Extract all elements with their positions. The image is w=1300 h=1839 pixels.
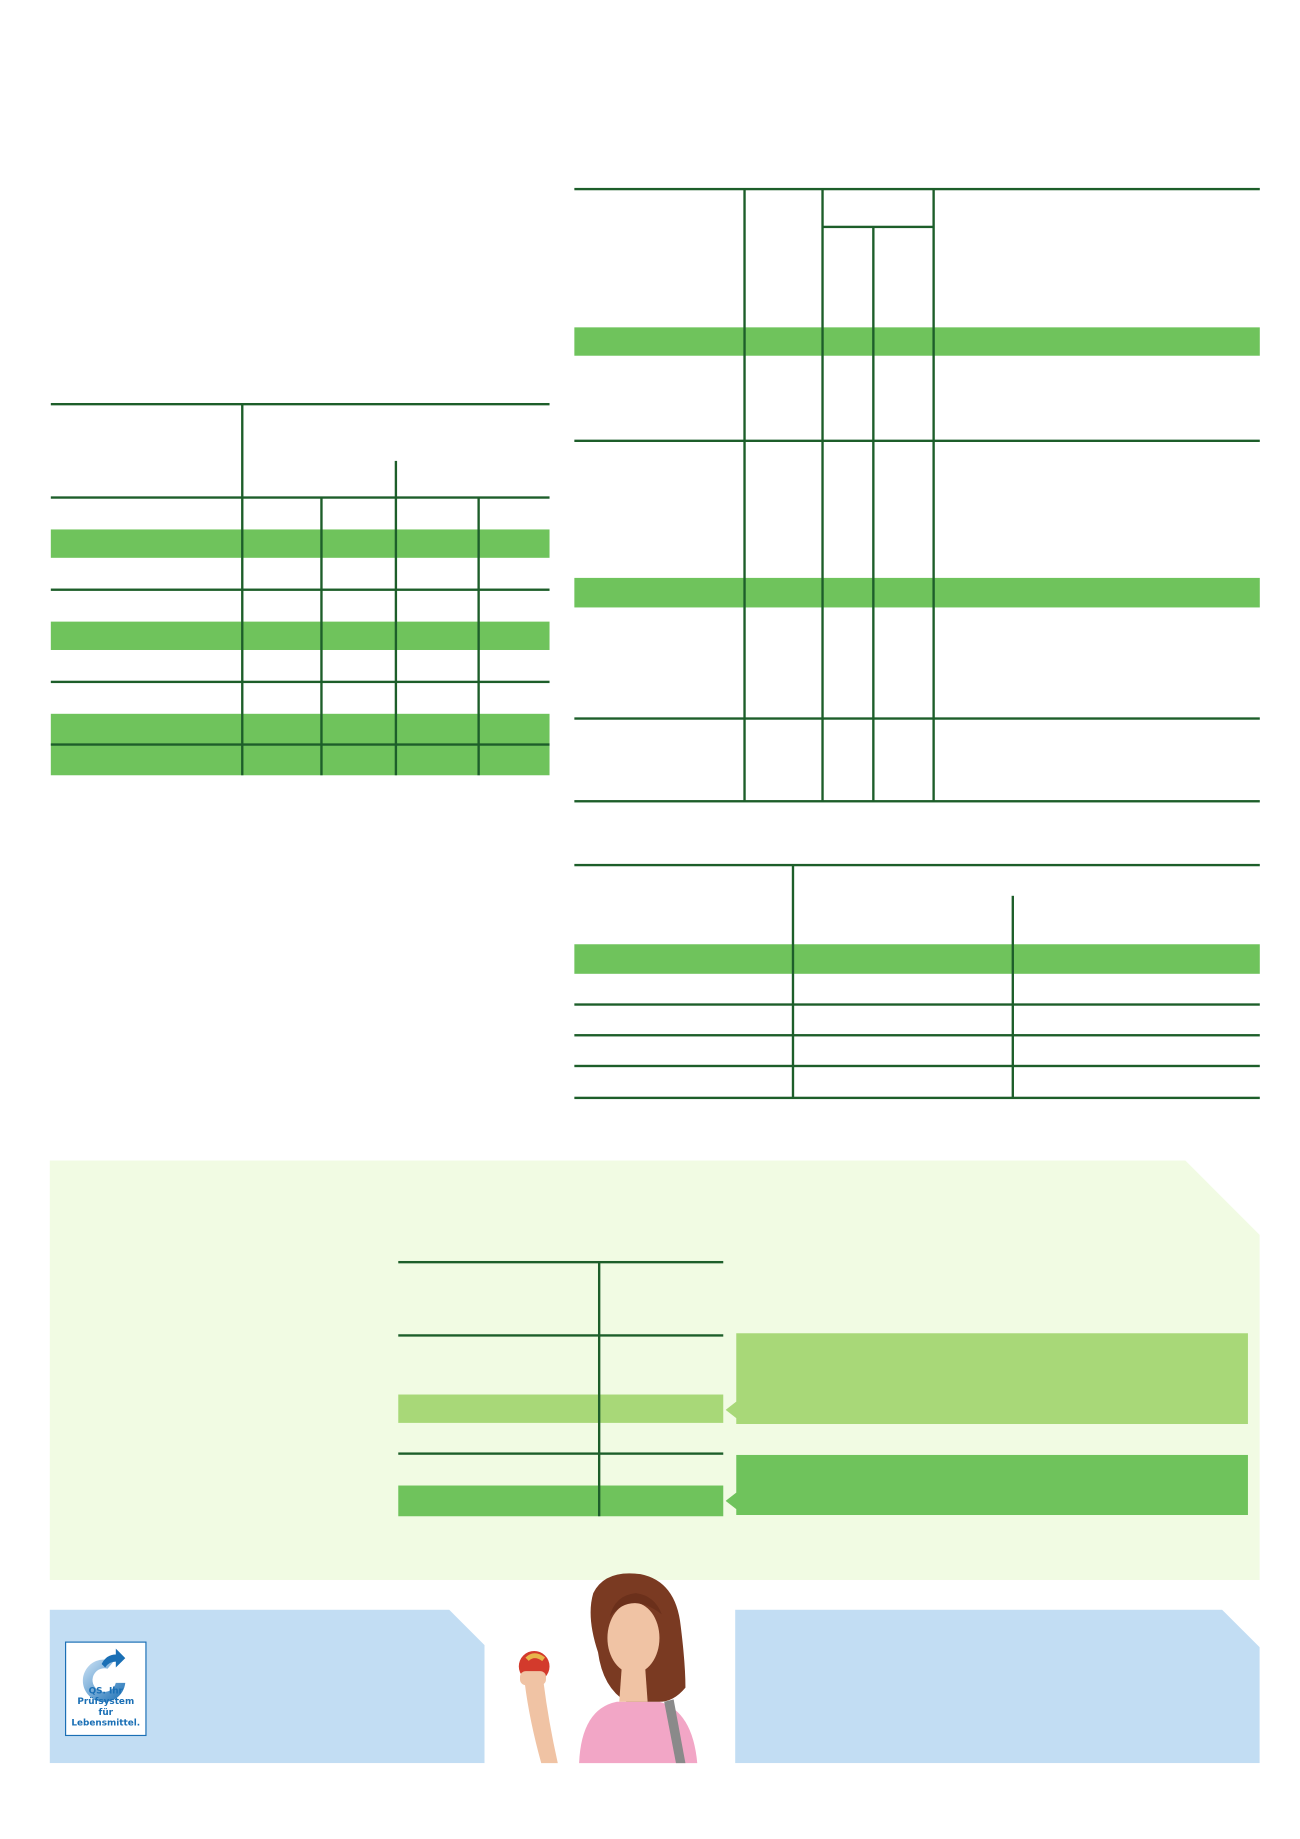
table-column-rule: [743, 189, 746, 802]
table-column-rule: [821, 189, 824, 802]
table-row-highlight: [574, 577, 1260, 608]
table-row-highlight: [50, 621, 550, 650]
table-row-highlight: [398, 1485, 724, 1517]
table-rule: [574, 717, 1260, 720]
table-column-rule: [394, 460, 398, 776]
table-rule: [822, 225, 934, 229]
woman-with-apple-photo: [518, 1573, 698, 1764]
table-row-highlight: [398, 1394, 724, 1423]
table-rule: [574, 187, 1260, 191]
table-rule: [50, 496, 550, 499]
table-rule: [574, 1096, 1260, 1100]
table-rule: [574, 1034, 1260, 1037]
table-row-highlight: [50, 529, 550, 558]
table-rule: [50, 743, 550, 746]
table-column-rule: [241, 404, 244, 776]
qs-logo: QS. Ihr Prüfsystem für Lebensmittel.: [64, 1641, 147, 1737]
qs-circular-arrow-icon: [82, 1648, 126, 1702]
callout-dark: [725, 1454, 1248, 1516]
table-rule: [574, 439, 1260, 442]
table-rule: [398, 1334, 724, 1337]
table-row-highlight: [574, 327, 1260, 356]
table-column-rule: [1011, 895, 1014, 1098]
table-rule: [574, 1003, 1260, 1006]
table-rule: [50, 588, 550, 591]
table-rule: [398, 1260, 724, 1264]
blue-panel-right: [735, 1609, 1260, 1764]
callout-light: [725, 1333, 1248, 1425]
table-rule: [574, 800, 1260, 803]
table-column-rule: [872, 226, 875, 802]
qs-logo-text: QS. Ihr Prüfsystem für Lebensmittel.: [66, 1685, 145, 1728]
table-column-rule: [597, 1262, 601, 1517]
table-column-rule: [932, 189, 935, 802]
table-column-rule: [791, 865, 795, 1098]
table-rule: [398, 1452, 724, 1455]
qs-logo-line1: QS. Ihr Prüfsystem: [77, 1685, 135, 1707]
table-rule: [574, 863, 1260, 867]
table-rule: [50, 680, 550, 684]
qs-logo-line2: für Lebensmittel.: [71, 1706, 141, 1728]
table-rule: [574, 1064, 1260, 1068]
table-column-rule: [320, 497, 323, 776]
table-row-highlight: [574, 944, 1260, 974]
table-column-rule: [477, 497, 480, 776]
table-rule: [50, 402, 550, 406]
